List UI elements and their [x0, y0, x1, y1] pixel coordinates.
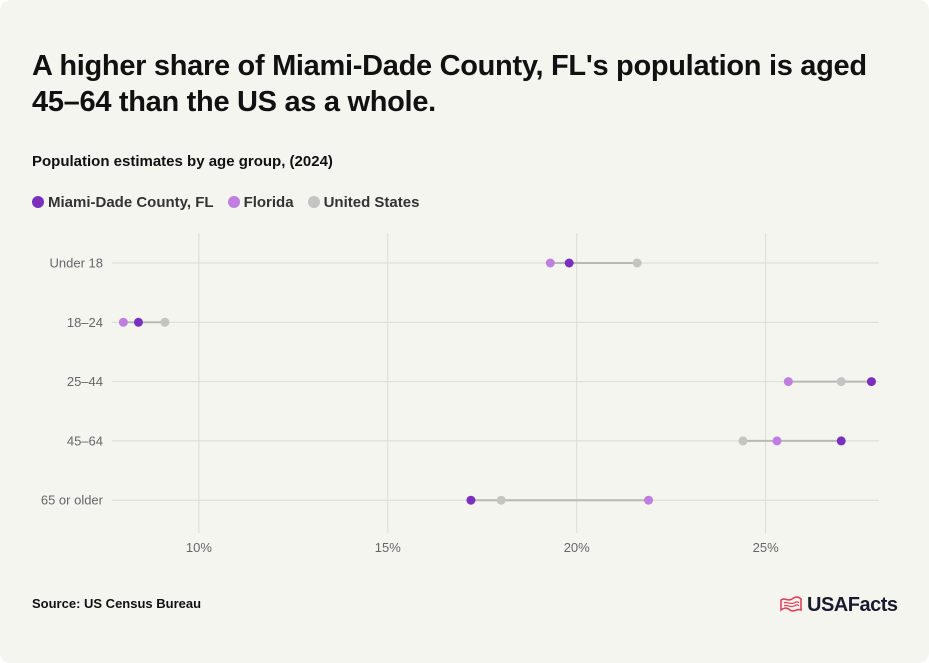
- dot-florida: [545, 258, 555, 268]
- category-label: 18–24: [67, 315, 103, 330]
- dot-us: [632, 258, 642, 268]
- dot-us: [160, 317, 170, 327]
- chart-subtitle: Population estimates by age group, (2024…: [32, 153, 333, 170]
- category-label: Under 18: [50, 256, 103, 271]
- x-tick-label: 20%: [564, 540, 590, 555]
- dot-florida: [772, 436, 782, 446]
- legend-swatch-us: [307, 196, 320, 208]
- flag-icon: [780, 596, 802, 612]
- legend-swatch-miami: [32, 196, 44, 208]
- dot-miami: [466, 495, 476, 505]
- dot-us: [496, 495, 506, 505]
- x-tick-label: 10%: [186, 540, 212, 555]
- chart-title: A higher share of Miami-Dade County, FL'…: [32, 50, 867, 118]
- dot-miami: [866, 377, 876, 387]
- legend-item-florida: Florida: [227, 193, 294, 211]
- dot-miami: [836, 436, 846, 446]
- legend-label-us: United States: [323, 193, 420, 211]
- legend-item-miami: Miami-Dade County, FL: [32, 194, 214, 211]
- dot-us: [738, 436, 748, 446]
- legend-swatch-florida: [227, 196, 240, 208]
- legend-item-us: United States: [307, 193, 420, 211]
- x-tick-label: 25%: [753, 540, 779, 555]
- dot-plot: 10% 15% 20% 25% Under 18 18–24 25–44 45–64 65 or…: [41, 233, 879, 555]
- dot-florida: [644, 495, 654, 505]
- category-label: 65 or older: [41, 493, 104, 508]
- dot-miami: [133, 317, 143, 327]
- dot-florida: [783, 377, 793, 387]
- source-note: Source: US Census Bureau: [32, 596, 202, 611]
- dot-florida: [118, 317, 128, 327]
- dot-us: [836, 377, 846, 387]
- usafacts-logo[interactable]: USAFacts: [779, 592, 898, 618]
- legend-label-miami: Miami-Dade County, FL: [48, 193, 214, 211]
- dot-miami: [564, 258, 574, 268]
- category-label: 45–64: [67, 433, 103, 448]
- legend-label-florida: Florida: [243, 193, 294, 211]
- logo-wordmark: USAFacts: [807, 593, 898, 616]
- legend: Miami-Dade County, FL Florida United Sta…: [32, 192, 433, 212]
- category-label: 25–44: [67, 374, 103, 389]
- x-tick-label: 15%: [375, 540, 401, 555]
